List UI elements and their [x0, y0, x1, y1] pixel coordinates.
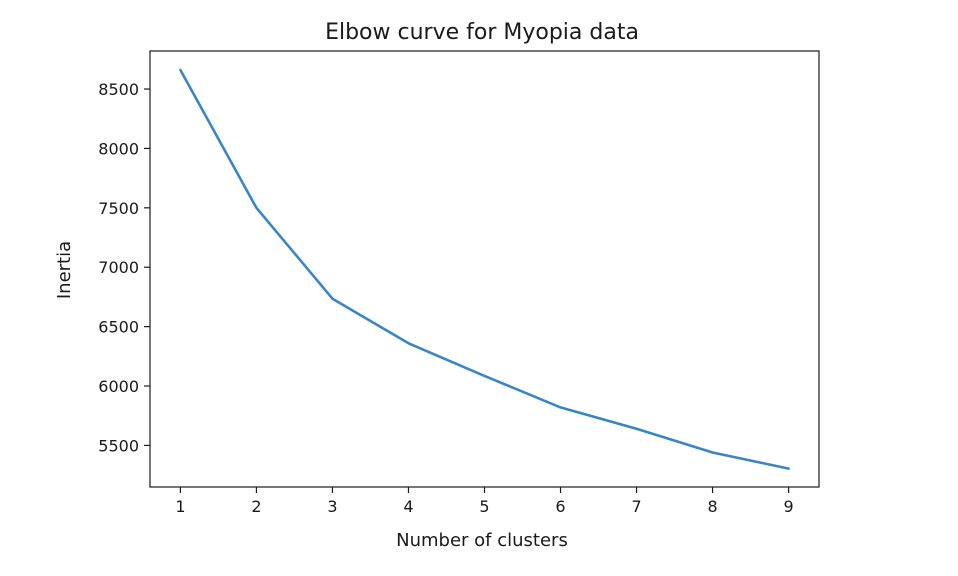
x-tick-label: 6	[555, 497, 565, 516]
y-axis-label: Inertia	[54, 241, 75, 299]
y-tick-label: 6500	[98, 318, 139, 337]
x-axis-label: Number of clusters	[396, 530, 568, 551]
plot-frame	[149, 50, 820, 488]
y-tick-label: 6000	[98, 377, 139, 396]
x-tick-label: 1	[175, 497, 185, 516]
x-tick-label: 3	[327, 497, 337, 516]
y-tick-label: 8500	[98, 80, 139, 99]
y-tick-label: 7000	[98, 258, 139, 277]
x-tick-label: 7	[631, 497, 641, 516]
y-tick-label: 8000	[98, 139, 139, 158]
chart-title: Elbow curve for Myopia data	[325, 20, 639, 45]
x-tick-label: 4	[403, 497, 413, 516]
series-line	[179, 68, 790, 470]
x-tick-label: 5	[479, 497, 489, 516]
y-tick-label: 5500	[98, 436, 139, 455]
x-tick-label: 9	[783, 497, 793, 516]
ticks-layer: 1 2 3 4 5 6 7 8 9 5500 6000 6500 7000 7500 8000 8500	[98, 80, 793, 516]
x-tick-label: 2	[251, 497, 261, 516]
x-tick-label: 8	[707, 497, 717, 516]
y-tick-label: 7500	[98, 199, 139, 218]
